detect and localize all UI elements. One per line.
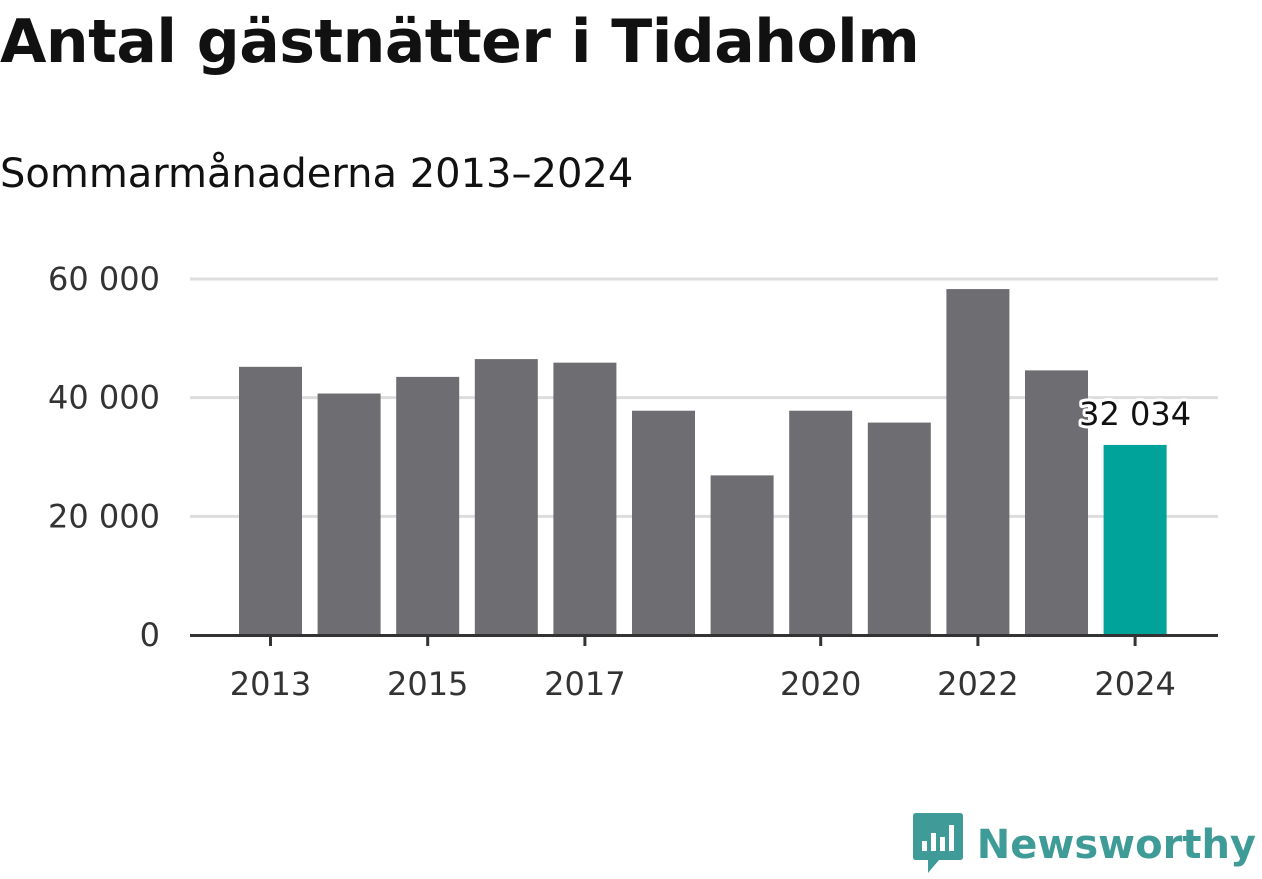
y-tick-label: 40 000 xyxy=(48,379,160,417)
x-tick-label: 2022 xyxy=(937,665,1018,703)
bar-2021 xyxy=(867,422,931,635)
data-labels: 32 034 xyxy=(1076,392,1194,436)
y-tick-label: 60 000 xyxy=(48,260,160,298)
x-axis-labels: 2013 2015 2017 2020 2022 2024 xyxy=(230,665,1176,703)
bar-2016 xyxy=(474,359,538,635)
bar-2024 xyxy=(1103,444,1167,635)
bars xyxy=(239,289,1167,635)
x-axis xyxy=(190,634,1218,646)
x-tick-label: 2024 xyxy=(1094,665,1175,703)
brand-logo: Newsworthy xyxy=(912,813,1256,877)
bar-2023 xyxy=(1025,370,1088,635)
chart-subtitle: Sommarmånaderna 2013–2024 xyxy=(0,151,634,197)
bar-chart-speech-bubble-icon xyxy=(912,813,963,877)
data-label: 32 034 xyxy=(1079,395,1191,433)
y-axis-labels: 0 20 000 40 000 60 000 xyxy=(48,260,160,654)
bar-2018 xyxy=(632,410,695,635)
bar-2017 xyxy=(553,362,617,635)
bar-2022 xyxy=(946,289,1010,635)
brand-name: Newsworthy xyxy=(976,822,1256,868)
bar-2014 xyxy=(317,393,381,635)
bar-2015 xyxy=(396,376,460,635)
x-tick-label: 2020 xyxy=(780,665,861,703)
y-tick-label: 0 xyxy=(140,616,160,654)
bar-2020 xyxy=(789,410,853,635)
chart-title: Antal gästnätter i Tidaholm xyxy=(0,7,920,77)
x-tick-label: 2015 xyxy=(387,665,468,703)
x-tick-label: 2013 xyxy=(230,665,311,703)
x-tick-label: 2017 xyxy=(544,665,625,703)
bar-2013 xyxy=(239,366,302,635)
y-tick-label: 20 000 xyxy=(48,497,160,535)
bar-2019 xyxy=(710,475,774,635)
